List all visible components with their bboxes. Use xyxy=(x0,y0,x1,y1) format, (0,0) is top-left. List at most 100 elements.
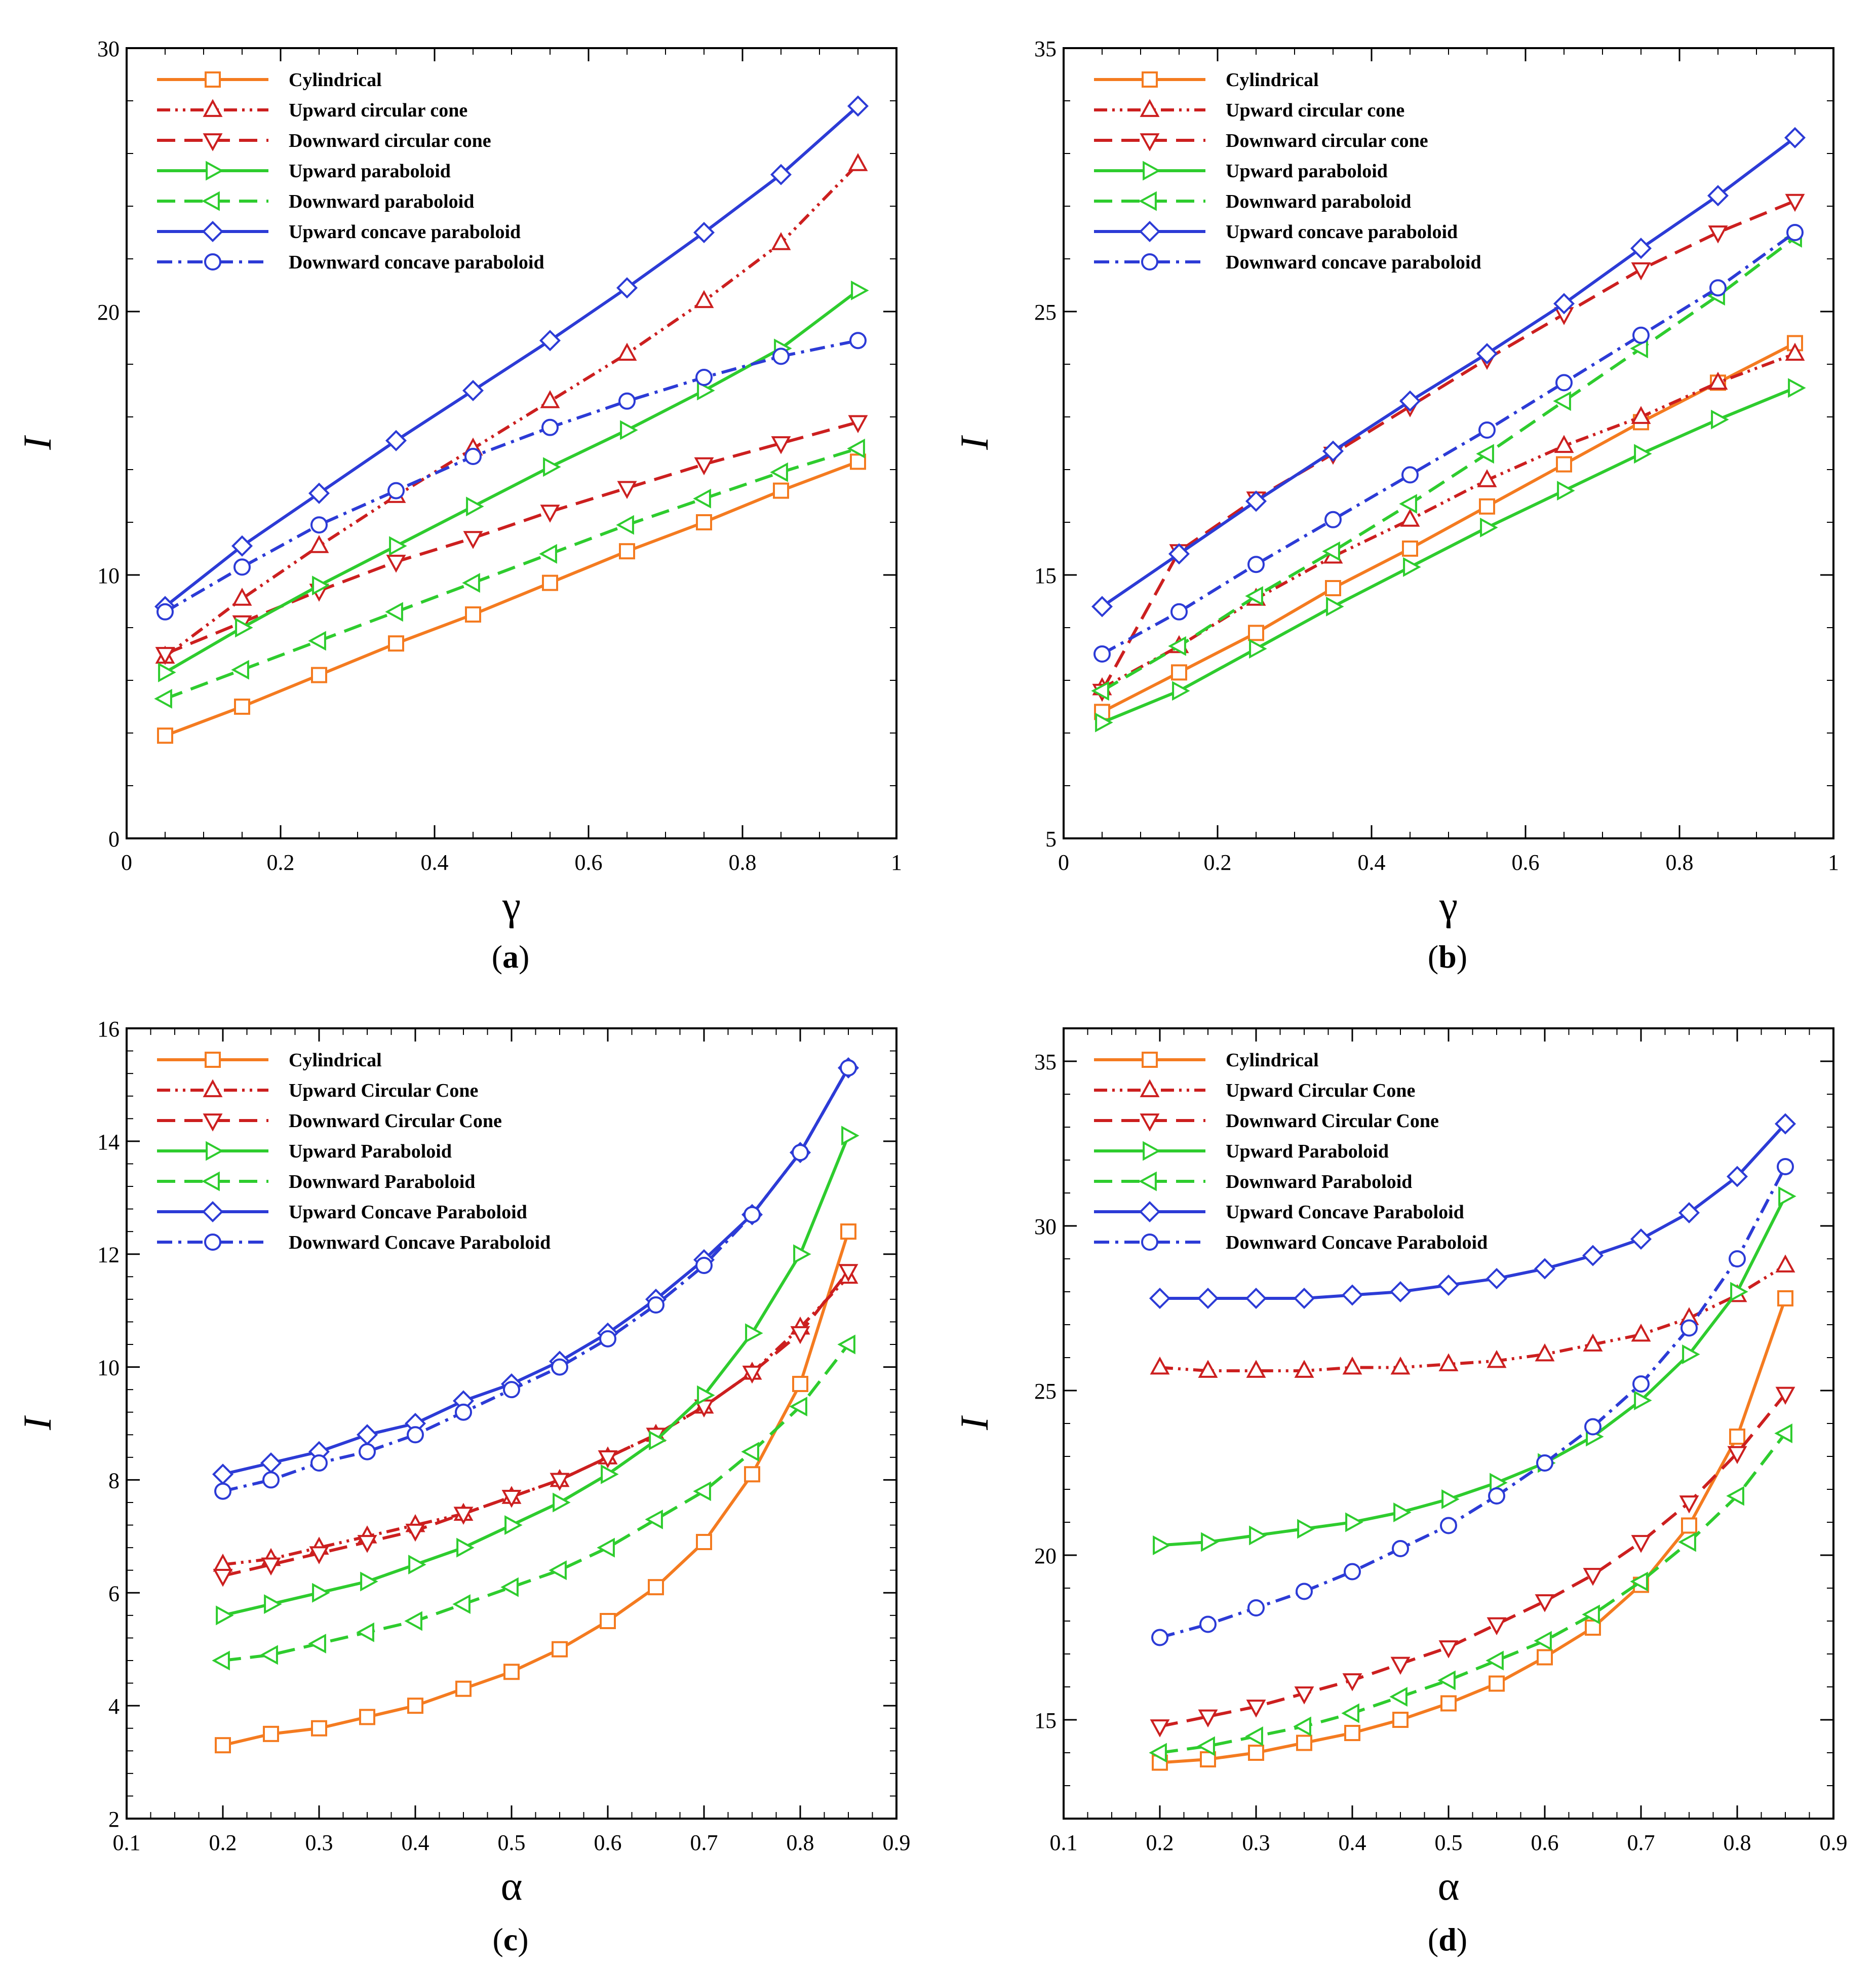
series-line xyxy=(222,1270,850,1577)
data-point xyxy=(693,488,711,509)
legend-item-downward_cone: Downward circular cone xyxy=(157,130,491,151)
data-point xyxy=(1201,1532,1219,1552)
y-axis-title: I xyxy=(952,1415,996,1431)
data-point xyxy=(465,606,481,623)
data-point xyxy=(770,462,788,482)
data-point xyxy=(1774,1423,1792,1443)
data-point xyxy=(792,1144,809,1162)
x-tick-label: 0.6 xyxy=(594,1830,622,1855)
series-line xyxy=(164,420,858,656)
data-point xyxy=(620,420,638,440)
data-point xyxy=(308,1634,326,1654)
legend-label: Upward concave paraboloid xyxy=(289,221,521,243)
data-point xyxy=(466,496,484,517)
data-point xyxy=(1344,1725,1360,1741)
y-tick-label: 6 xyxy=(108,1581,120,1606)
data-point xyxy=(744,1466,760,1483)
x-tick-label: 1 xyxy=(891,850,902,875)
x-tick-label: 0.4 xyxy=(402,1830,429,1855)
data-point xyxy=(1788,378,1806,398)
legend-item-upward_cone: Upward circular cone xyxy=(157,99,467,121)
data-point xyxy=(1245,586,1263,606)
legend-label: Upward paraboloid xyxy=(1226,161,1388,182)
data-point xyxy=(1777,1290,1793,1306)
data-point xyxy=(260,1645,278,1665)
y-tick-label: 35 xyxy=(1034,1050,1057,1074)
data-point xyxy=(311,1720,327,1737)
legend-marker xyxy=(204,253,221,271)
legend-marker xyxy=(1140,1079,1160,1097)
legend-marker xyxy=(1139,1171,1157,1191)
data-point xyxy=(847,438,865,458)
data-point xyxy=(1631,406,1651,424)
series-line xyxy=(1101,387,1796,724)
x-axis-title: α xyxy=(1438,1863,1460,1909)
data-point xyxy=(771,436,791,454)
legend-item-downward_parab: Downward paraboloid xyxy=(157,191,474,212)
series-line xyxy=(1101,352,1796,690)
data-point xyxy=(310,1454,328,1472)
legend-marker xyxy=(202,1171,220,1191)
data-point xyxy=(1247,1599,1265,1616)
x-tick-label: 0.6 xyxy=(1512,850,1540,875)
series-line xyxy=(164,460,859,738)
data-point xyxy=(1557,481,1575,501)
data-point xyxy=(360,1571,378,1592)
data-point xyxy=(1245,490,1267,512)
data-point xyxy=(1631,1535,1651,1553)
series-line xyxy=(1159,1264,1786,1372)
panel-label-open-paren: ( xyxy=(492,939,502,975)
data-point xyxy=(1198,1709,1218,1728)
data-point xyxy=(216,1605,234,1626)
legend-marker xyxy=(1139,220,1161,243)
data-point xyxy=(154,688,172,709)
legend-marker xyxy=(205,71,221,88)
series-upward_concave xyxy=(1149,1113,1796,1309)
series-downward_parab xyxy=(1149,1423,1792,1763)
data-point xyxy=(1630,338,1648,359)
data-point xyxy=(1440,1695,1457,1712)
x-tick-label: 0 xyxy=(1058,850,1069,875)
data-point xyxy=(408,1555,426,1575)
data-point xyxy=(1489,1675,1505,1692)
data-point xyxy=(503,1381,520,1399)
data-point xyxy=(552,1641,568,1658)
data-point xyxy=(232,588,252,606)
y-tick-label: 8 xyxy=(108,1468,120,1493)
data-point xyxy=(693,221,715,244)
x-tick-label: 0.8 xyxy=(729,850,757,875)
x-tick-label: 0.3 xyxy=(305,1830,333,1855)
data-point xyxy=(1245,1287,1267,1309)
chart-panel-b: 0 0.2 0.4 0.6 0.8 15152535γI(b)CylindricalUpw… xyxy=(952,36,1839,975)
data-point xyxy=(1293,1287,1315,1309)
y-tick-label: 14 xyxy=(97,1130,120,1154)
data-point xyxy=(1441,1489,1460,1509)
legend-label: Downward Concave Paraboloid xyxy=(1226,1232,1488,1253)
legend-marker xyxy=(202,191,220,211)
x-tick-label: 1 xyxy=(1828,850,1839,875)
y-tick-label: 5 xyxy=(1045,827,1057,852)
data-point xyxy=(1535,1343,1555,1362)
data-point xyxy=(850,453,866,470)
data-point xyxy=(1535,1594,1555,1612)
data-point xyxy=(1490,1473,1508,1493)
data-point xyxy=(1153,1535,1171,1555)
data-point xyxy=(1246,1360,1266,1378)
data-point xyxy=(1634,444,1652,464)
data-point xyxy=(1392,1712,1409,1728)
legend-item-downward_cone: Downward circular cone xyxy=(1094,130,1428,151)
data-point xyxy=(617,481,637,499)
chart-panel-c: 0.1 0.2 0.3 0.4 0.5 0.6 0.7 0.8 0.9 2 4 6 8 10 12 14 16 α… xyxy=(15,1017,911,1957)
data-point xyxy=(539,544,557,564)
data-point xyxy=(1342,1673,1362,1691)
data-point xyxy=(1553,391,1571,411)
data-point xyxy=(1729,1429,1745,1445)
data-point xyxy=(1389,1281,1412,1303)
legend-item-downward_concave: Downward Concave Paraboloid xyxy=(1094,1232,1488,1253)
data-point xyxy=(694,457,714,476)
panel-label-close-paren: ) xyxy=(1457,939,1467,975)
data-point xyxy=(1708,225,1728,244)
series-downward_concave xyxy=(1151,1158,1794,1646)
data-point xyxy=(309,1546,329,1564)
x-tick-label: 0.7 xyxy=(690,1830,718,1855)
